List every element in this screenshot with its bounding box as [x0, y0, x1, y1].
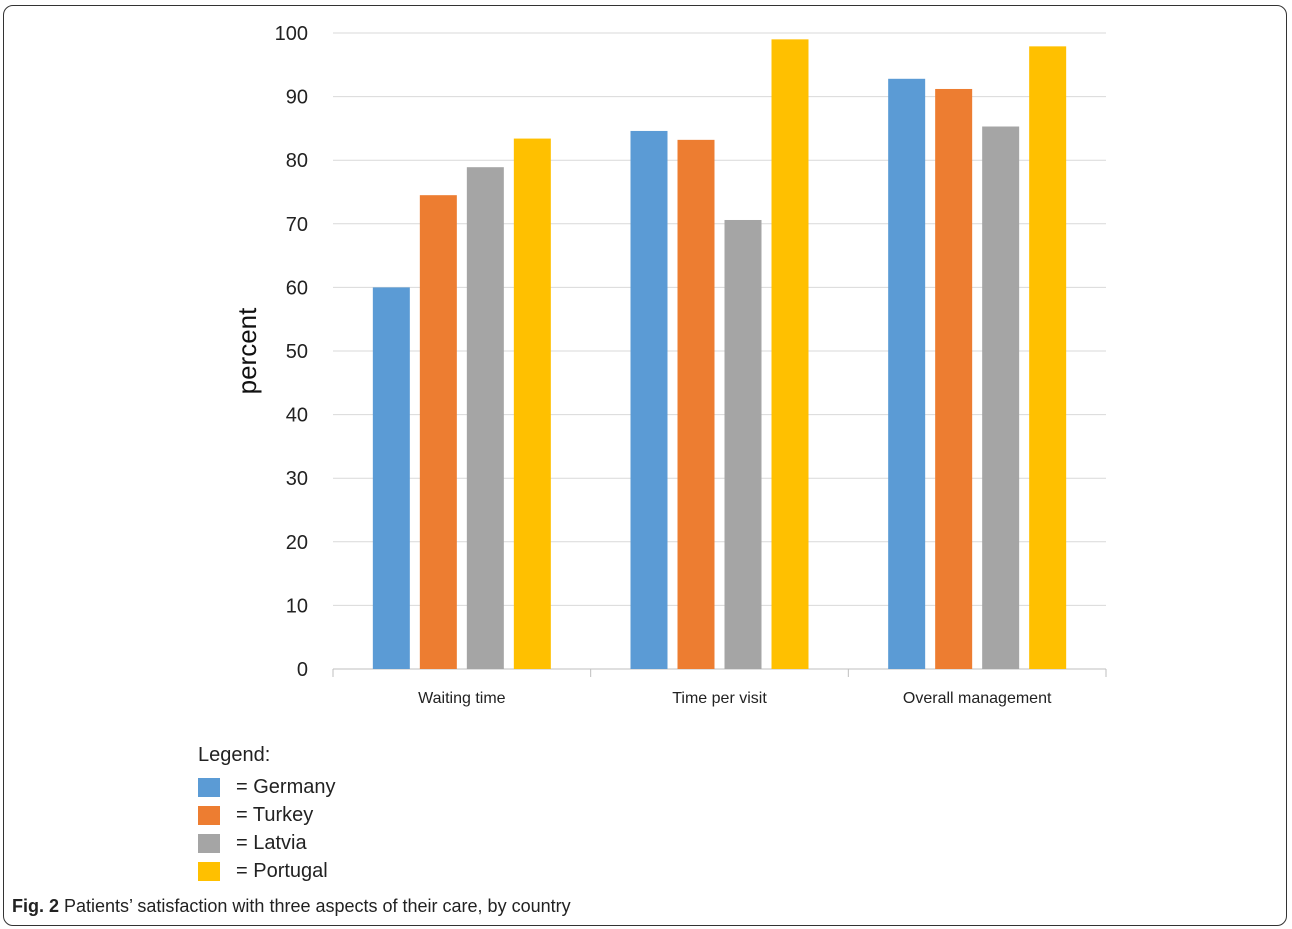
- y-tick-label: 30: [286, 468, 308, 490]
- legend-label-portugal: = Portugal: [236, 859, 328, 882]
- caption-text: Patients’ satisfaction with three aspect…: [59, 896, 571, 916]
- bar-germany-0: [372, 287, 410, 669]
- y-tick-label: 60: [286, 277, 308, 299]
- y-tick-label: 0: [297, 659, 308, 681]
- figure-frame: [3, 5, 1287, 926]
- y-tick-label: 80: [286, 150, 308, 172]
- legend-title: Legend:: [198, 744, 271, 766]
- bar-portugal-1: [771, 39, 809, 670]
- y-tick-label: 100: [275, 23, 308, 45]
- legend-label-turkey: = Turkey: [236, 803, 314, 826]
- y-tick-label: 20: [286, 532, 308, 554]
- bar-portugal-0: [513, 138, 551, 670]
- bar-turkey-1: [677, 139, 715, 669]
- bar-latvia-2: [982, 126, 1020, 669]
- bar-latvia-0: [466, 167, 504, 670]
- bar-portugal-2: [1029, 46, 1067, 669]
- legend-label-germany: = Germany: [236, 775, 336, 798]
- legend-item-latvia: = Latvia: [198, 829, 335, 857]
- bar-turkey-2: [935, 88, 973, 669]
- bar-latvia-1: [724, 219, 762, 669]
- bar-chart: 0 10 20 30 40 50 60 70 80 90 100 percent Waiting tim…: [232, 23, 1107, 707]
- bar-turkey-0: [419, 195, 457, 669]
- y-tick-label: 40: [286, 405, 308, 427]
- legend-swatch-turkey: [198, 805, 220, 825]
- legend-item-turkey: = Turkey: [198, 801, 335, 829]
- y-tick-label: 10: [286, 595, 308, 617]
- legend: Legend: = Germany = Turkey = Latvia = Po…: [198, 744, 335, 885]
- x-category-label: Time per visit: [672, 690, 767, 707]
- legend-item-portugal: = Portugal: [198, 857, 335, 885]
- legend-swatch-latvia: [198, 833, 220, 853]
- legend-label-latvia: = Latvia: [236, 831, 307, 854]
- x-category-label: Overall management: [903, 690, 1052, 707]
- y-tick-label: 90: [286, 87, 308, 109]
- y-tick-label: 50: [286, 341, 308, 363]
- figure-label: Fig. 2: [12, 896, 60, 916]
- x-category-label: Waiting time: [418, 690, 506, 707]
- y-axis-label: percent: [232, 307, 262, 394]
- bar-germany-2: [888, 78, 926, 670]
- legend-swatch-germany: [198, 777, 220, 797]
- y-tick-label: 70: [286, 214, 308, 236]
- bar-germany-1: [630, 130, 668, 670]
- legend-item-germany: = Germany: [198, 773, 335, 801]
- figure-caption: Fig. 2 Patients’ satisfaction with three…: [12, 896, 571, 917]
- legend-swatch-portugal: [198, 861, 220, 881]
